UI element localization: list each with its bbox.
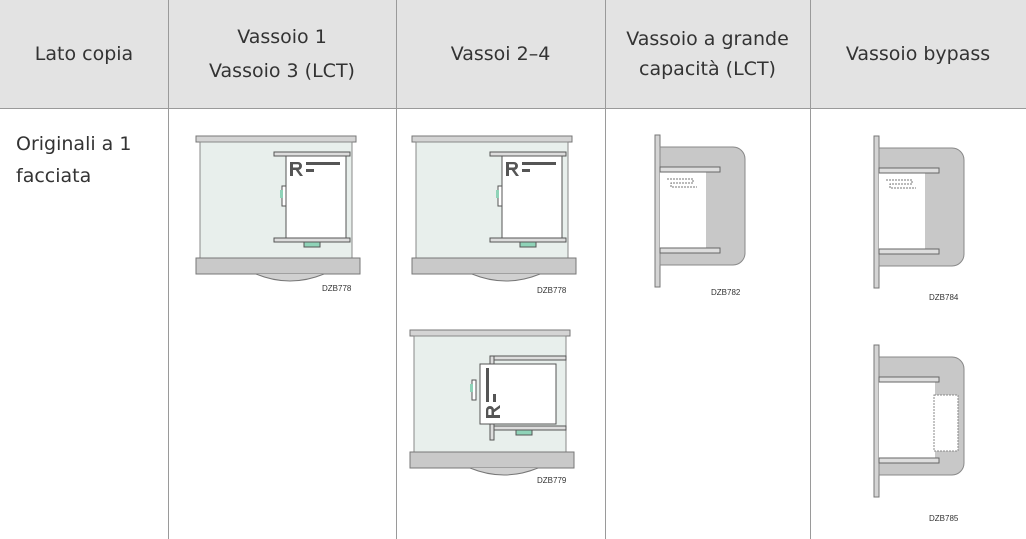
figure-caption: DZB782 bbox=[711, 288, 741, 297]
column-border bbox=[605, 0, 606, 539]
header-cell: Lato copia bbox=[0, 0, 168, 108]
column-border bbox=[396, 0, 397, 539]
figure-caption: DZB785 bbox=[929, 514, 959, 523]
header-text: Lato copia bbox=[34, 43, 134, 65]
header-cell: Vassoi 2–4 bbox=[396, 0, 605, 108]
column-border bbox=[810, 0, 811, 539]
header-text: Vassoio 1 bbox=[237, 26, 327, 48]
column-border bbox=[168, 0, 169, 539]
header-text: Vassoio 3 (LCT) bbox=[209, 60, 355, 82]
header-cell: Vassoio a grande capacità (LCT) bbox=[605, 0, 810, 108]
figure-caption: DZB778 bbox=[322, 284, 352, 293]
row-label: Originali a 1 facciata bbox=[16, 133, 132, 187]
figure-caption: DZB779 bbox=[537, 476, 567, 485]
row-border bbox=[0, 108, 1026, 109]
header-text: Vassoi 2–4 bbox=[450, 43, 551, 65]
header-text: Vassoio bypass bbox=[845, 43, 991, 65]
header-cell: Vassoio bypass bbox=[810, 0, 1026, 108]
header-text: Vassoio a grande capacità (LCT) bbox=[626, 28, 789, 80]
figure-caption: DZB778 bbox=[537, 286, 567, 295]
header-cell: Vassoio 1 Vassoio 3 (LCT) bbox=[168, 0, 396, 108]
figure-caption: DZB784 bbox=[929, 293, 959, 302]
